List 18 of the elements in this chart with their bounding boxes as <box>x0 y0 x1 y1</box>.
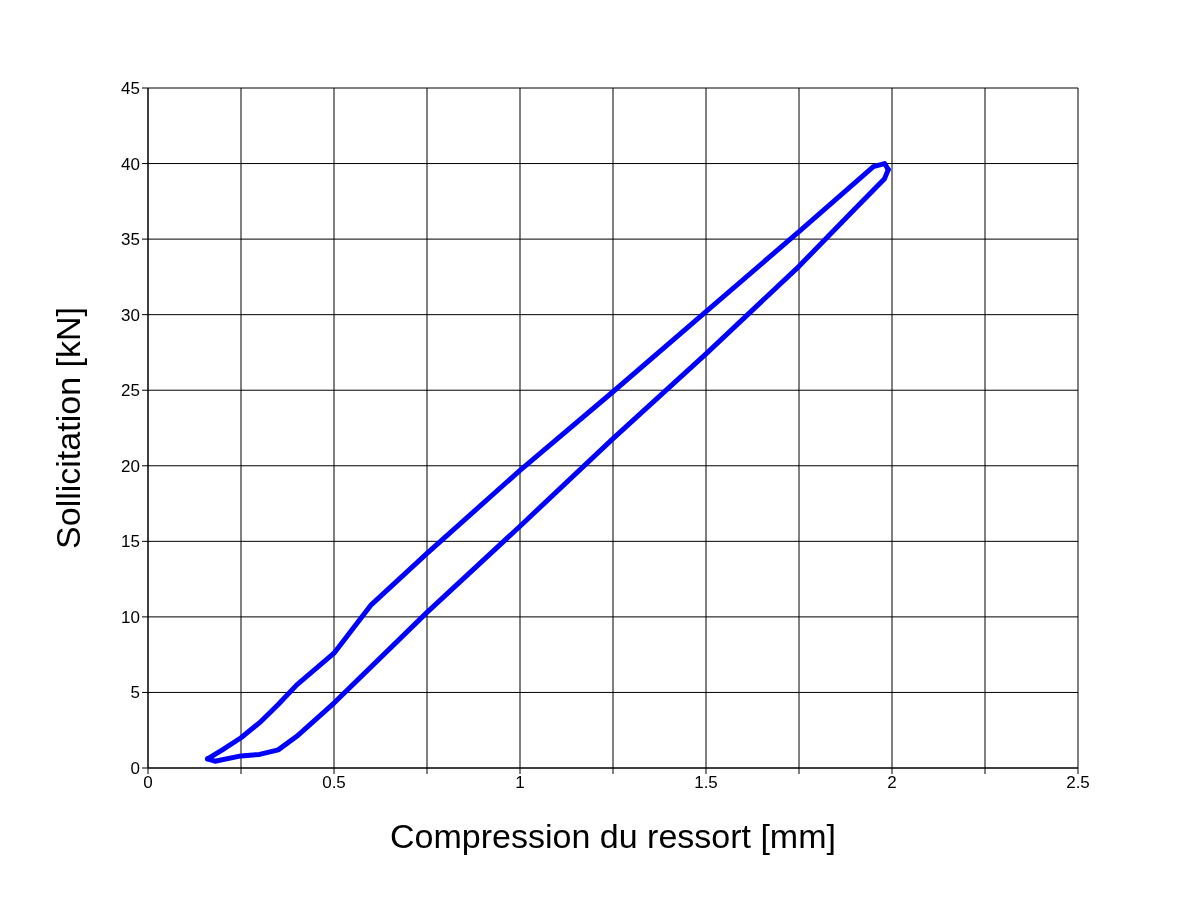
y-tick-label: 0 <box>130 759 140 779</box>
y-tick-label: 5 <box>130 683 140 703</box>
x-tick-label: 1 <box>515 773 525 793</box>
y-tick-label: 25 <box>121 381 140 401</box>
x-tick-label: 0.5 <box>322 773 346 793</box>
y-tick-label: 10 <box>121 607 140 627</box>
x-tick-label: 1.5 <box>694 773 718 793</box>
y-tick-label: 40 <box>121 154 140 174</box>
x-tick-label: 0 <box>143 773 153 793</box>
x-axis-title: Compression du ressort [mm] <box>390 817 836 855</box>
y-tick-label: 35 <box>121 230 140 250</box>
y-tick-label: 15 <box>121 532 140 552</box>
y-axis-title: Sollicitation [kN] <box>49 307 88 549</box>
y-tick-label: 20 <box>121 456 140 476</box>
x-tick-label: 2 <box>887 773 897 793</box>
y-tick-label: 45 <box>121 79 140 99</box>
x-tick-label: 2.5 <box>1066 773 1090 793</box>
y-tick-label: 30 <box>121 305 140 325</box>
